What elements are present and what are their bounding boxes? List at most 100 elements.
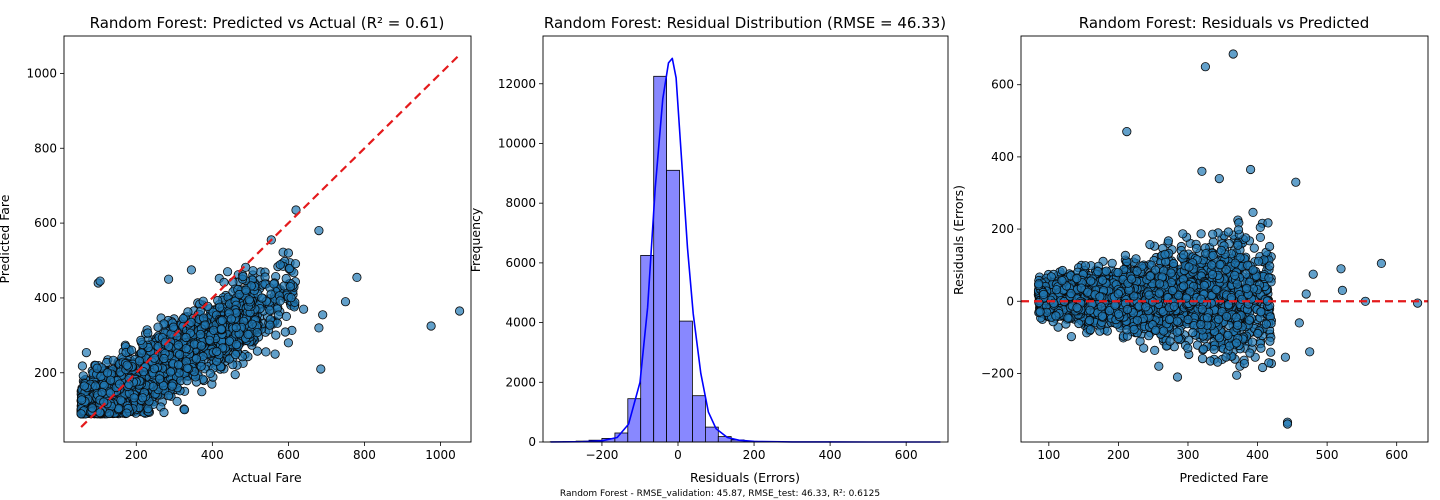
scatter-point: [182, 363, 192, 373]
plot-area: [76, 53, 465, 428]
scatter-point: [179, 405, 190, 415]
scatter-point: [136, 335, 146, 345]
scatter-point: [226, 314, 236, 324]
scatter-point: [159, 407, 169, 418]
scatter-point: [1253, 328, 1263, 339]
scatter-point: [314, 323, 324, 333]
plot-area: [549, 57, 941, 443]
x-tick-label: −200: [585, 448, 618, 462]
scatter-point: [1131, 254, 1141, 264]
scatter-point: [1223, 227, 1233, 237]
scatter-point: [454, 306, 465, 316]
histogram-bar: [692, 395, 706, 443]
scatter-point: [286, 293, 296, 303]
scatter-point: [163, 391, 174, 401]
scatter-point: [261, 347, 271, 357]
scatter-point: [257, 293, 267, 303]
scatter-point: [159, 353, 169, 364]
scatter-point: [285, 282, 295, 292]
kde-curve: [550, 57, 941, 443]
scatter-point: [1192, 243, 1202, 253]
scatter-point: [1101, 266, 1111, 276]
scatter-point: [136, 348, 146, 358]
scatter-point: [172, 396, 182, 406]
x-tick-label: 200: [125, 448, 148, 462]
scatter-point: [127, 345, 137, 355]
scatter-point: [280, 327, 290, 337]
axes-frame: [542, 35, 949, 443]
scatter-point: [95, 407, 105, 418]
scatter-point: [81, 347, 92, 358]
scatter-point: [1221, 352, 1231, 362]
x-tick-label: 600: [277, 448, 300, 462]
scatter-point: [273, 310, 283, 320]
scatter-point: [1197, 353, 1208, 364]
scatter-point: [1066, 331, 1077, 342]
scatter-point: [265, 320, 275, 330]
scatter-point: [238, 271, 248, 282]
scatter-point: [167, 381, 177, 391]
scatter-point: [97, 387, 107, 398]
scatter-point: [243, 329, 253, 339]
scatter-point: [247, 319, 257, 329]
x-tick-label: 1000: [425, 448, 456, 462]
scatter-point: [1209, 344, 1219, 354]
scatter-point: [1163, 236, 1174, 246]
scatter-point: [149, 364, 159, 374]
scatter-point: [168, 322, 178, 332]
scatter-point: [241, 285, 251, 295]
scatter-point: [1093, 266, 1103, 276]
y-tick-label: 6000: [505, 256, 536, 270]
scatter-point: [1107, 258, 1117, 268]
scatter-point: [173, 360, 184, 370]
scatter-point: [196, 341, 206, 351]
x-tick-label: 600: [895, 448, 918, 462]
scatter-point: [231, 339, 241, 350]
y-tick-label: 600: [34, 216, 57, 230]
scatter-point: [1233, 240, 1243, 250]
scatter-point: [1178, 229, 1188, 239]
histogram-bar: [679, 320, 693, 443]
scatter-point: [87, 403, 97, 413]
scatter-point: [205, 335, 215, 345]
chart-residuals-vs-predicted: Random Forest: Residuals vs Predicted 10…: [951, 14, 1429, 485]
scatter-point: [1265, 261, 1275, 271]
scatter-point: [1179, 250, 1189, 260]
scatter-point: [283, 338, 293, 348]
scatter-point: [196, 361, 206, 371]
scatter-point: [1245, 348, 1255, 358]
chart-title: Random Forest: Predicted vs Actual (R² =…: [90, 14, 445, 32]
scatter-point: [143, 404, 153, 414]
scatter-point: [122, 408, 132, 418]
scatter-point: [1120, 250, 1131, 260]
scatter-point: [191, 354, 201, 364]
scatter-point: [1198, 344, 1209, 354]
scatter-point: [106, 375, 116, 385]
scatter-point: [275, 260, 285, 270]
scatter-point: [216, 324, 226, 334]
scatter-point: [1196, 229, 1206, 239]
x-tick-label: 400: [819, 448, 842, 462]
scatter-point: [173, 340, 183, 350]
scatter-point: [1255, 232, 1266, 242]
scatter-point: [175, 350, 185, 360]
x-tick-label: 400: [201, 448, 224, 462]
scatter-point: [138, 393, 148, 403]
plot-area: [1021, 49, 1428, 429]
scatter-point: [1168, 258, 1179, 269]
scatter-point: [1266, 347, 1276, 357]
scatter-point: [318, 310, 328, 320]
scatter-point: [272, 318, 282, 328]
scatter-point: [269, 279, 279, 289]
y-tick-label: 12000: [498, 77, 536, 91]
reference-line: [80, 53, 461, 428]
scatter-point: [244, 295, 254, 305]
scatter-point: [122, 360, 132, 370]
scatter-point: [270, 349, 280, 359]
scatter-point: [316, 364, 326, 374]
scatter-point: [1213, 357, 1223, 367]
scatter-point: [283, 248, 293, 258]
scatter-point: [426, 321, 436, 331]
y-tick-label: 200: [34, 366, 57, 380]
